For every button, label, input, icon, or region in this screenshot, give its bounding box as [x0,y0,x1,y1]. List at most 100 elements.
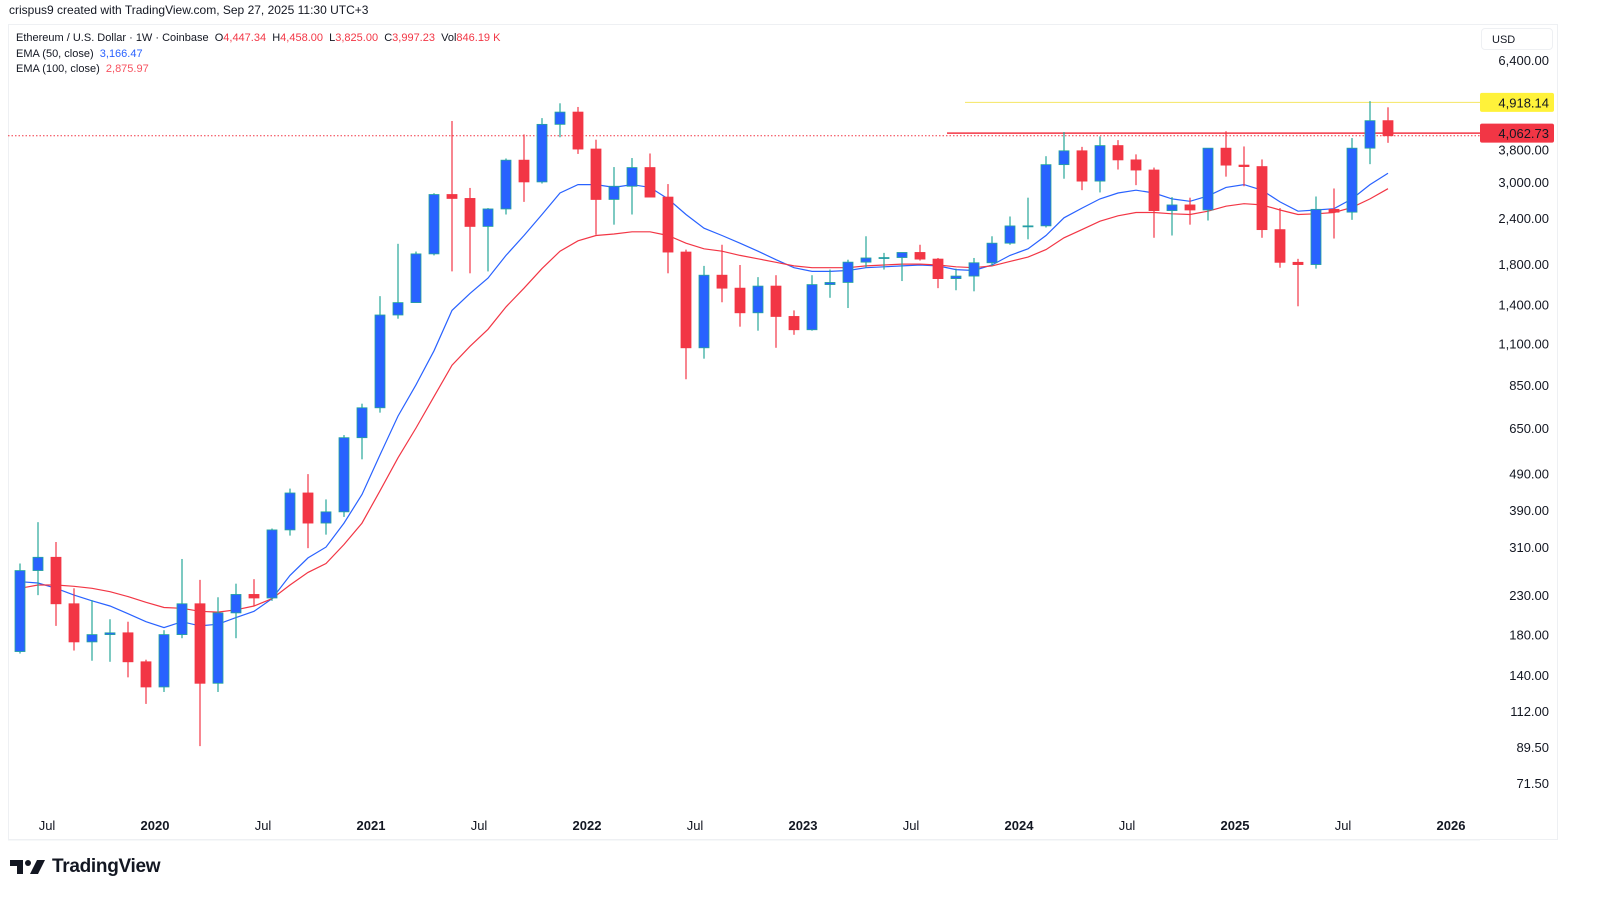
candle [1256,159,1268,238]
candle-body [212,612,224,684]
candle [878,252,890,270]
candle [968,257,980,292]
time-tick-label: Jul [687,818,704,833]
candle-body [320,511,332,524]
candle-body [1310,208,1322,265]
open-value: 4,447.34 [223,32,267,44]
candle [572,106,584,154]
candle-body [248,594,260,599]
candle [1148,167,1160,238]
candle-body [932,258,944,279]
candle-body [428,194,440,255]
candle [770,275,782,348]
high-line-price-badge [1480,92,1554,112]
candle [1022,197,1034,240]
candle [806,275,818,331]
candle-body [1364,120,1376,149]
candle-body [914,252,926,260]
candle [320,499,332,535]
tradingview-logo[interactable]: TradingView [10,856,161,878]
candle-body [1076,150,1088,182]
candle-body [536,123,548,183]
candle-body [392,302,404,316]
time-tick-label: Jul [471,818,488,833]
candle-body [176,603,188,635]
price-tick-label: 112.00 [1510,704,1549,719]
candle [1040,156,1052,228]
candle-body [896,252,908,258]
candle [410,251,422,303]
candle-body [338,437,350,513]
open-label: O [214,32,224,44]
price-tick-label: 71.50 [1516,776,1549,791]
price-tick-label: 230.00 [1509,588,1549,603]
low-value: 3,825.00 [335,32,379,44]
candle [338,435,350,517]
candle-body [518,159,530,183]
ema50-label: EMA (50, close) [16,47,94,60]
candle-body [1130,159,1142,171]
candle [1004,216,1016,245]
candle-body [158,634,170,688]
candle-body [698,274,710,349]
time-tick-label: 2026 [1437,818,1466,833]
candle [914,244,926,261]
candle-body [716,274,728,289]
candle-body [194,603,206,684]
symbol-title[interactable]: Ethereum / U.S. Dollar · 1W · Coinbase [16,32,209,44]
ema50-row[interactable]: EMA (50, close) 3,166.47 [16,47,500,63]
candle-body [1148,169,1160,212]
candle-body [1328,208,1340,213]
candle-body [446,194,458,199]
candle [950,268,962,291]
candle [644,153,656,198]
candle [734,264,746,327]
time-tick-label: 2025 [1221,818,1250,833]
ema100-label: EMA (100, close) [16,63,100,75]
time-tick-label: Jul [255,818,272,833]
candle-body [104,632,116,635]
candle [302,474,314,549]
candle-body [1274,229,1286,263]
price-tick-label: 2,400.00 [1498,211,1549,226]
candle-body [1112,145,1124,161]
candle [1382,107,1394,143]
candle [590,139,602,235]
candle [14,563,26,654]
candle-body [1202,147,1214,211]
ema100-row[interactable]: EMA (100, close) 2,875.97 [16,62,500,78]
chart-legend: Ethereum / U.S. Dollar · 1W · Coinbase O… [16,31,500,78]
candle-body [1094,145,1106,182]
ema50-value: 3,166.47 [99,47,143,60]
candle-body [1022,225,1034,228]
price-tick-label: 89.50 [1516,740,1549,755]
price-tick-label: 650.00 [1509,421,1549,436]
candle-body [1058,150,1070,166]
price-tick-label: 310.00 [1509,540,1549,555]
ema50-line [19,172,1389,629]
price-tick-label: 1,400.00 [1498,298,1549,313]
candle-body [140,661,152,688]
candle-body [1382,120,1394,137]
candle [788,310,800,335]
candle-body [374,314,386,409]
candle-body [734,287,746,314]
ema100-value: 2,875.97 [105,63,149,75]
price-tick-label: 140.00 [1509,668,1549,683]
candle-body [824,282,836,285]
candle-body [752,285,764,314]
candle [176,558,188,639]
candle-body [86,634,98,643]
candle-body [842,261,854,283]
symbol-ohlc-row[interactable]: Ethereum / U.S. Dollar · 1W · Coinbase O… [16,31,500,47]
candle [500,158,512,215]
candle [608,167,620,225]
currency-button[interactable]: USD [1481,28,1553,50]
time-tick-label: Jul [903,818,920,833]
candle [464,187,476,274]
price-tick-label: 1,100.00 [1498,336,1549,351]
candle [1274,208,1286,268]
price-tick-label: 390.00 [1509,503,1549,518]
candle [392,243,404,319]
candle [752,277,764,331]
